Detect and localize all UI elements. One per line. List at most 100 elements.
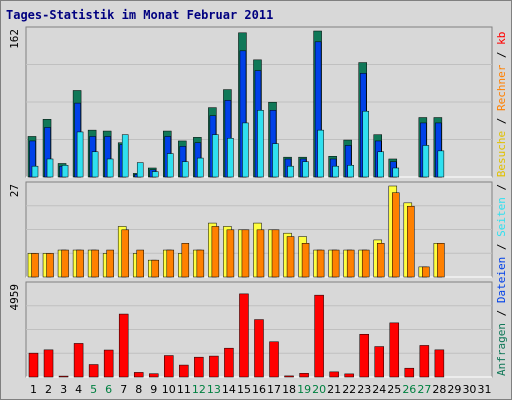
bar-kb-day-13 (209, 355, 219, 378)
bar-seiten-day-2 (46, 158, 54, 178)
bar-rechner-day-14 (226, 229, 235, 278)
bar-rechner-day-21 (331, 249, 340, 278)
x-tick-label-day-18: 18 (282, 383, 296, 396)
bar-kb-day-28 (434, 349, 445, 378)
x-axis-labels: 1 2 3 4 5 6 7 8 9 10 11 12 13 14 15 16 17 18 19 20 21 22 23 24 2… (30, 383, 491, 396)
legend-separator: / (495, 45, 508, 65)
panel-hits (25, 26, 493, 178)
bar-rechner-day-28 (437, 243, 445, 278)
x-tick-label-day-31: 31 (477, 383, 491, 396)
legend-besuche: Besuche (495, 131, 508, 177)
x-tick-label-day-12: 12 (192, 383, 206, 396)
bar-seiten-day-13 (212, 134, 219, 178)
side-legend-text: Anfragen / Dateien / Seiten / Besuche / … (495, 32, 508, 376)
x-tick-label-day-3: 3 (60, 383, 67, 396)
x-tick-label-day-11: 11 (177, 383, 191, 396)
bar-rechner-day-24 (376, 243, 385, 278)
x-tick-label-day-22: 22 (342, 383, 356, 396)
y-max-label-kb: 4959 (8, 284, 21, 311)
bar-kb-day-21 (329, 371, 339, 378)
bar-kb-day-24 (374, 346, 384, 378)
x-tick-label-day-16: 16 (252, 383, 266, 396)
x-tick-label-day-17: 17 (267, 383, 281, 396)
bar-rechner-day-19 (301, 243, 310, 278)
bar-seiten-day-12 (197, 157, 204, 178)
bar-seiten-day-20 (317, 129, 324, 178)
bar-kb-day-12 (194, 356, 204, 378)
legend-anfragen: Anfragen (495, 323, 508, 376)
bar-kb-day-25 (389, 322, 400, 378)
legend-kb: kb (495, 32, 508, 45)
bar-rechner-day-5 (91, 249, 99, 278)
x-tick-label-day-20: 20 (312, 383, 326, 396)
bar-rechner-day-15 (241, 229, 250, 278)
bar-seiten-day-7 (121, 134, 129, 178)
bar-rechner-day-22 (346, 249, 355, 278)
bar-kb-day-1 (28, 352, 39, 378)
bar-seiten-day-22 (347, 165, 354, 178)
bar-kb-day-9 (149, 373, 159, 378)
legend-dateien: Dateien (495, 257, 508, 303)
y-max-label-visits: 27 (8, 184, 21, 197)
bar-rechner-day-2 (46, 253, 54, 278)
bar-rechner-day-8 (136, 249, 144, 278)
bar-seiten-day-14 (227, 137, 234, 178)
bar-seiten-day-4 (76, 131, 84, 178)
bar-seiten-day-10 (167, 153, 174, 178)
chart-title: Tages-Statistik im Monat Februar 2011 (6, 8, 273, 22)
x-tick-label-day-21: 21 (327, 383, 341, 396)
x-tick-label-day-8: 8 (135, 383, 142, 396)
bar-seiten-day-27 (422, 145, 430, 178)
bar-kb-day-10 (164, 355, 174, 378)
bar-seiten-day-6 (106, 158, 114, 178)
bar-kb-day-4 (73, 343, 84, 378)
bar-kb-day-23 (359, 333, 369, 378)
bar-rechner-day-25 (392, 192, 400, 278)
bar-rechner-day-9 (151, 259, 160, 278)
legend-seiten: Seiten (495, 197, 508, 237)
bar-kb-day-17 (269, 341, 279, 378)
x-tick-label-day-24: 24 (372, 383, 386, 396)
bar-kb-day-20 (314, 294, 324, 378)
y-max-label-hits: 162 (8, 29, 21, 49)
bar-kb-day-6 (103, 349, 114, 378)
x-tick-label-day-26: 26 (402, 383, 416, 396)
bar-kb-day-18 (284, 375, 294, 378)
x-tick-label-day-28: 28 (432, 383, 446, 396)
bar-seiten-day-28 (437, 150, 445, 178)
x-tick-label-day-9: 9 (150, 383, 157, 396)
bar-kb-day-11 (179, 364, 189, 378)
bar-seiten-day-11 (182, 161, 189, 178)
x-tick-label-day-27: 27 (417, 383, 431, 396)
bar-rechner-day-18 (286, 236, 295, 278)
legend-separator: / (495, 237, 508, 257)
bar-seiten-day-17 (272, 143, 279, 178)
panel-kb (25, 281, 493, 378)
x-tick-label-day-6: 6 (105, 383, 112, 396)
bar-rechner-day-3 (61, 249, 69, 278)
side-legend: Anfragen / Dateien / Seiten / Besuche / … (495, 32, 508, 376)
bar-kb-day-7 (118, 313, 129, 378)
panel-visits (25, 181, 493, 278)
bar-seiten-day-19 (302, 161, 309, 178)
bar-kb-day-3 (58, 375, 69, 378)
bar-kb-day-14 (224, 347, 234, 378)
bar-seiten-day-24 (377, 151, 384, 178)
bar-seiten-day-21 (332, 165, 339, 178)
bar-seiten-day-1 (31, 165, 39, 178)
bar-kb-day-15 (239, 293, 249, 378)
x-tick-label-day-30: 30 (462, 383, 476, 396)
bar-rechner-day-11 (181, 243, 190, 278)
x-tick-label-day-15: 15 (237, 383, 251, 396)
bar-rechner-day-17 (271, 229, 280, 278)
bar-rechner-day-27 (422, 266, 430, 278)
legend-separator: / (495, 177, 508, 197)
bar-rechner-day-26 (407, 205, 415, 278)
x-tick-label-day-4: 4 (75, 383, 82, 396)
bar-kb-day-27 (419, 345, 430, 378)
bar-rechner-day-1 (31, 253, 39, 278)
x-tick-label-day-29: 29 (447, 383, 461, 396)
bar-rechner-day-12 (196, 249, 205, 278)
x-tick-label-day-7: 7 (120, 383, 127, 396)
bar-seiten-day-3 (61, 165, 69, 178)
